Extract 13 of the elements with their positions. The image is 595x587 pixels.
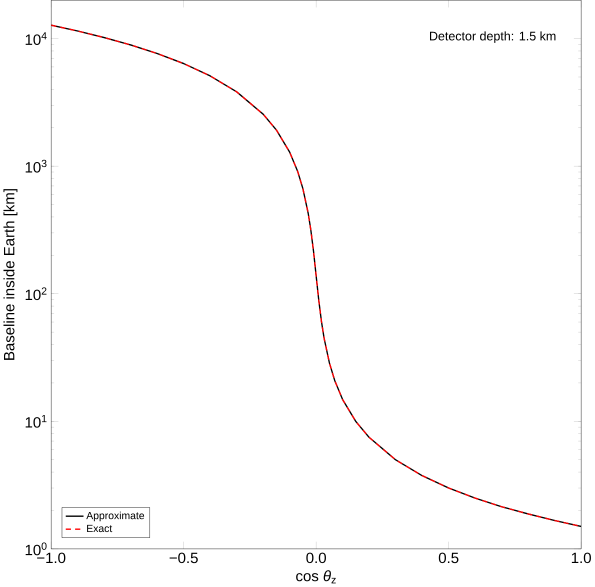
x-axis-title: cos θ$_{z}$ [296, 570, 336, 584]
y-tick-label: 10$^{4}$ [26, 32, 47, 46]
annotation: Detector depth: 1.5 km [430, 31, 556, 44]
y-tick-label: 10$^{2}$ [26, 287, 46, 300]
legend-label: Exact [87, 524, 112, 532]
x-tick-label: 0.5 [438, 552, 458, 564]
legend-label: Approximate [86, 512, 144, 522]
y-tick-label: 10$^{3}$ [26, 160, 47, 173]
x-tick-label: 0.0 [306, 552, 326, 564]
x-tick-label: 1.0 [572, 552, 591, 564]
y-tick-label: 10$^{1}$ [26, 415, 46, 428]
x-tick-label: −0.5 [170, 552, 198, 564]
y-axis-title: Baseline inside Earth [km] [3, 189, 18, 360]
